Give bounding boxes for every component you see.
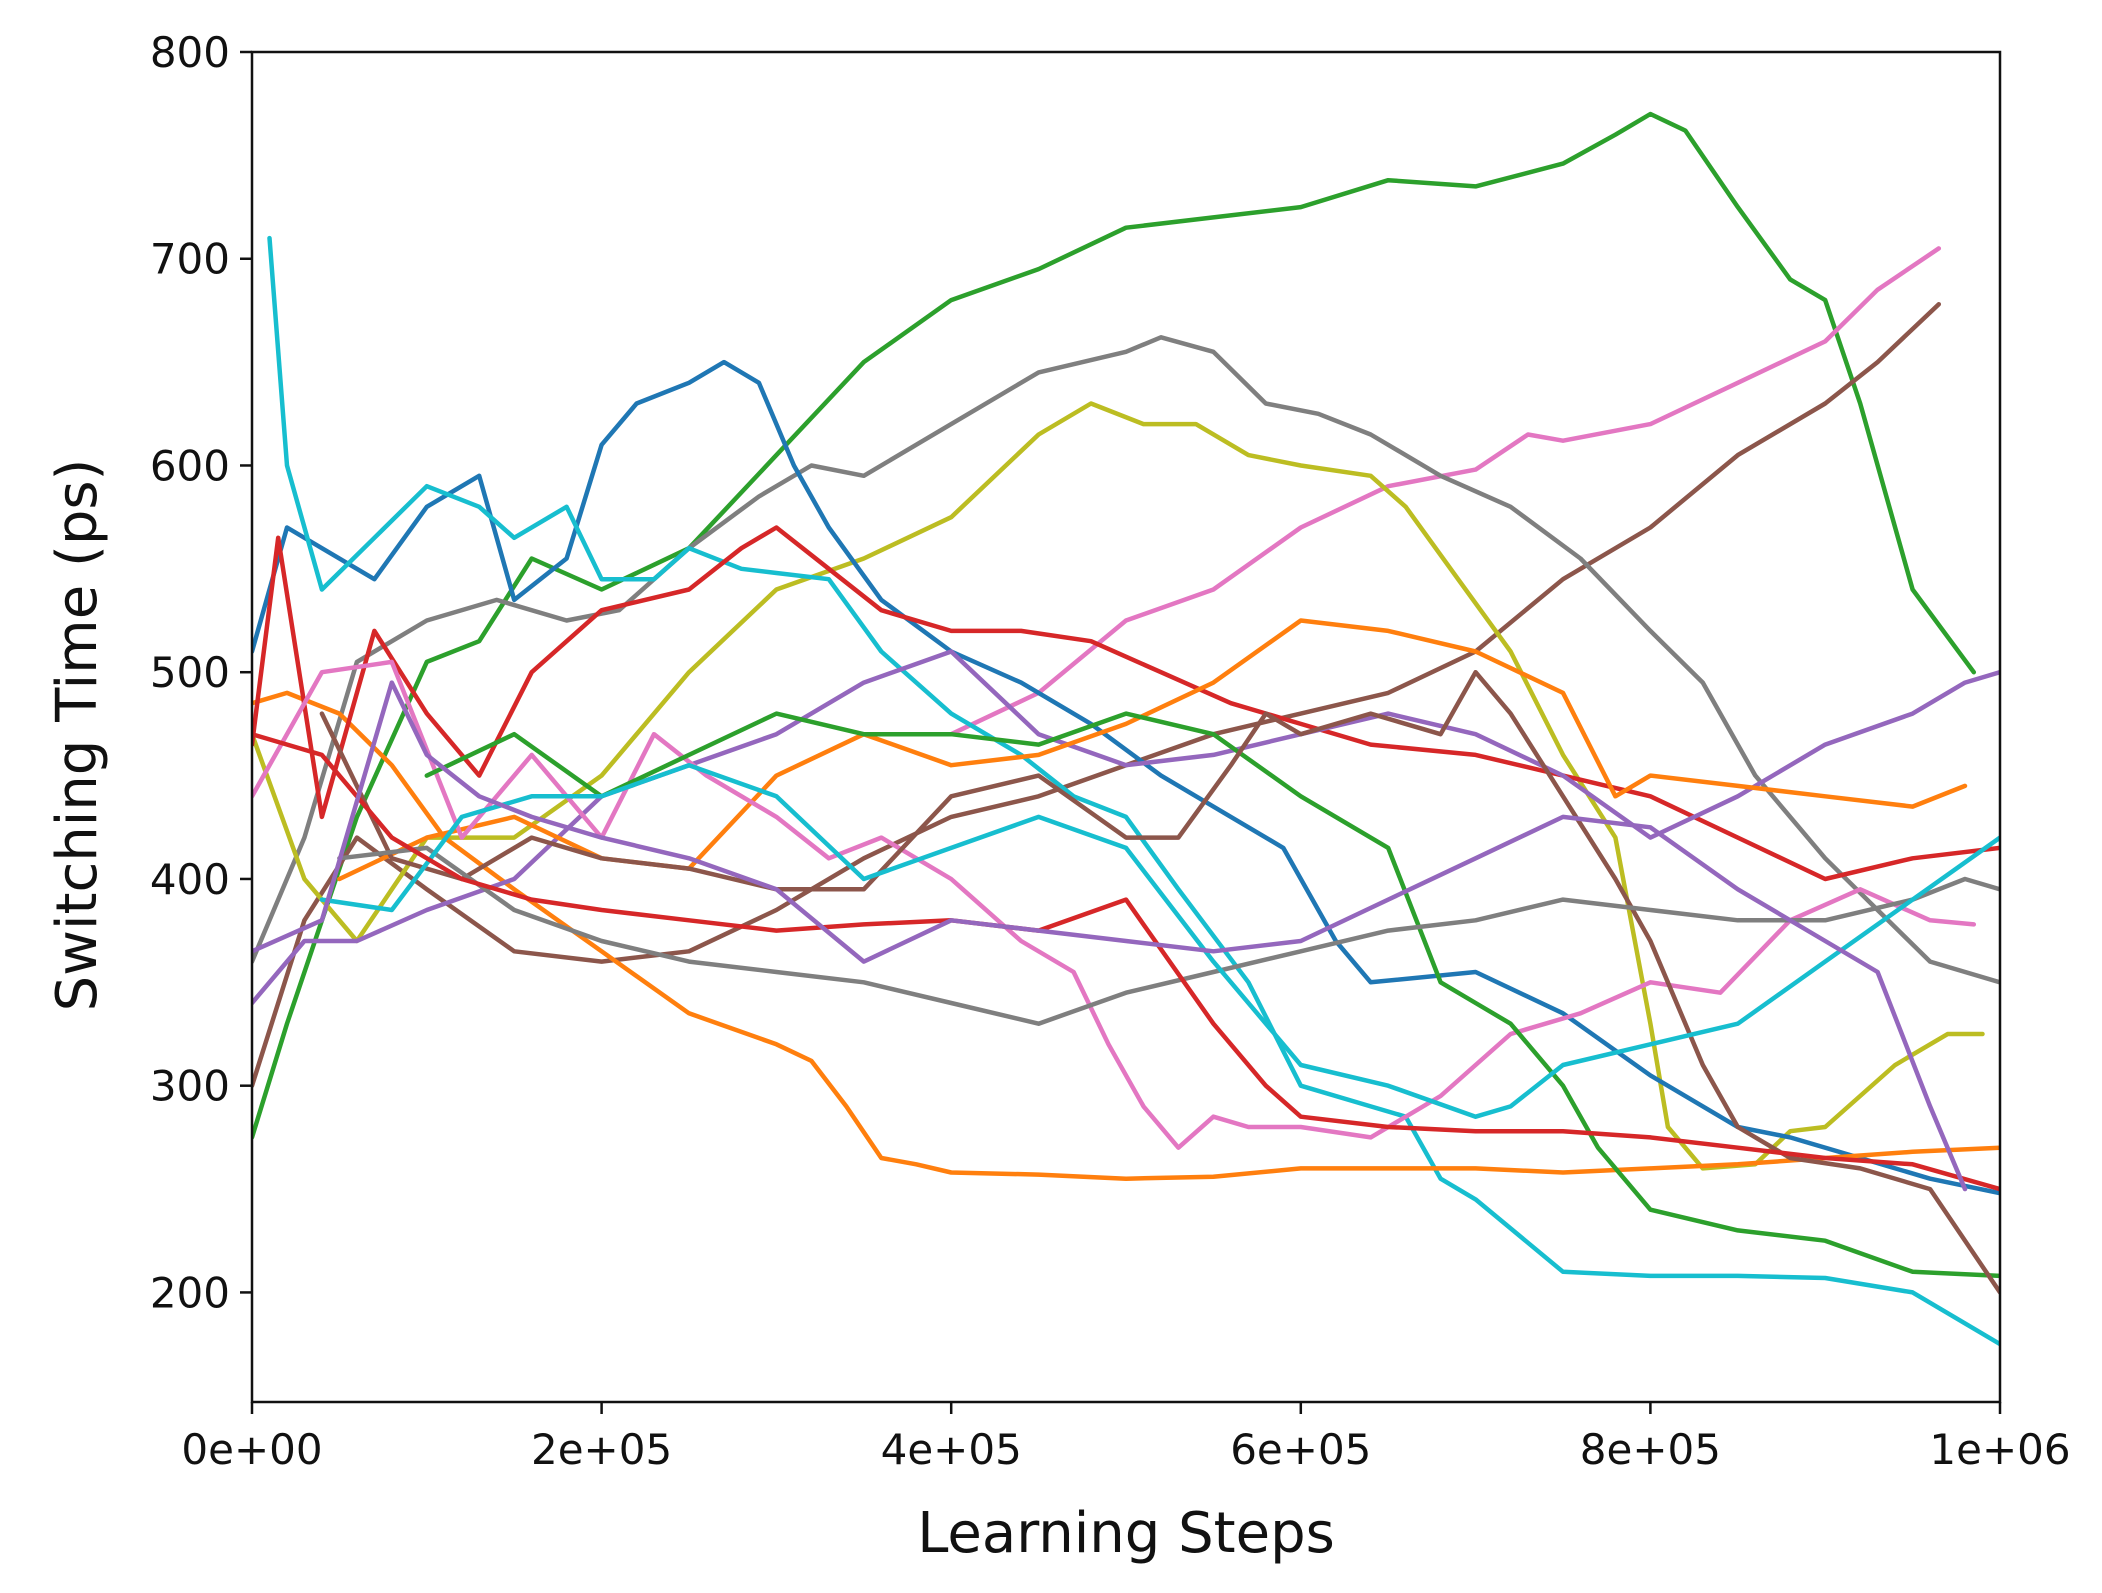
x-axis-label: Learning Steps [917, 1501, 1335, 1566]
y-tick-label: 400 [150, 855, 230, 904]
x-tick-label: 1e+06 [1929, 1425, 2070, 1474]
series-line-run-3 [252, 301, 1942, 1088]
series-line-run-4 [252, 335, 2000, 985]
x-tick-label: 0e+00 [181, 1425, 322, 1474]
series-line-run-6 [252, 359, 2000, 1196]
y-tick-label: 300 [150, 1062, 230, 1111]
y-axis-label: Switching Time (ps) [45, 459, 110, 1012]
series-line-run-16 [319, 762, 2000, 1119]
plot-frame [250, 50, 2002, 1404]
series-line-run-18 [252, 680, 1968, 1192]
series-line-run-17 [252, 731, 2000, 1192]
series-layer [252, 111, 2000, 1347]
series-line-run-1 [252, 111, 1977, 1140]
series-line-run-15 [337, 845, 2000, 1026]
y-tick-label: 600 [150, 441, 230, 490]
series-line-run-2 [948, 246, 1942, 737]
series-line-run-12 [252, 659, 1977, 1150]
y-tick-label: 700 [150, 235, 230, 284]
series-line-run-7 [267, 235, 2000, 1347]
series-line-run-13 [424, 711, 2000, 1279]
axes: 0e+00 2e+05 4e+05 6e+05 8e+05 1e+06 200 300 400 5… [150, 28, 2071, 1474]
series-line-run-8 [252, 690, 2000, 1181]
y-tick-label: 800 [150, 28, 230, 77]
series-line-run-14 [319, 669, 2000, 1295]
x-tick-label: 6e+05 [1230, 1425, 1371, 1474]
y-tick-label: 200 [150, 1268, 230, 1317]
x-tick-label: 2e+05 [531, 1425, 672, 1474]
x-tick-label: 8e+05 [1580, 1425, 1721, 1474]
series-line-run-9 [252, 525, 2000, 882]
x-tick-label: 4e+05 [881, 1425, 1022, 1474]
y-tick-label: 500 [150, 648, 230, 697]
